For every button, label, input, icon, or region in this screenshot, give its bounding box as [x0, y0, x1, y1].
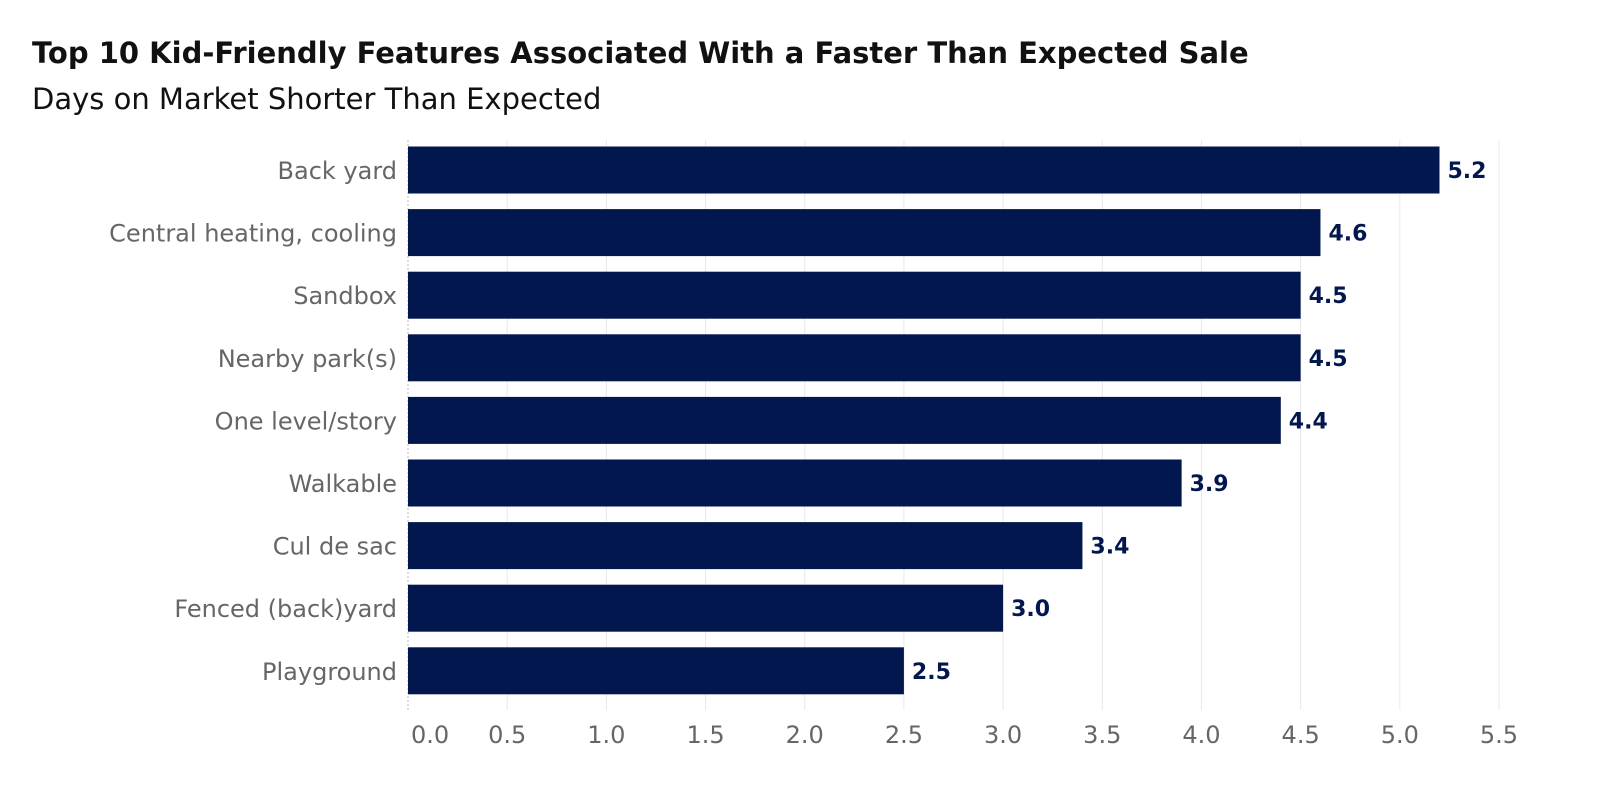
category-label: Playground	[262, 658, 397, 686]
x-tick-label: 3.5	[1083, 721, 1121, 749]
x-tick-label: 5.0	[1381, 721, 1419, 749]
x-tick-label: 0.5	[488, 721, 526, 749]
bar	[408, 271, 1301, 319]
data-label: 4.5	[1309, 284, 1348, 309]
x-tick-label: 0.0	[411, 721, 449, 749]
x-tick-label: 2.5	[885, 721, 923, 749]
category-label: One level/story	[215, 407, 397, 435]
data-label: 3.4	[1090, 535, 1129, 560]
category-label: Sandbox	[293, 282, 397, 310]
x-tick-label: 1.0	[587, 721, 625, 749]
x-tick-label: 5.5	[1480, 721, 1518, 749]
category-label: Fenced (back)yard	[174, 595, 397, 623]
chart-title: Top 10 Kid-Friendly Features Associated …	[32, 36, 1249, 70]
x-tick-label: 3.0	[984, 721, 1022, 749]
data-label: 5.2	[1447, 159, 1486, 184]
category-label: Back yard	[278, 157, 397, 185]
chart-subtitle: Days on Market Shorter Than Expected	[32, 82, 602, 116]
x-tick-label: 2.0	[786, 721, 824, 749]
data-label: 2.5	[912, 660, 951, 685]
data-label: 3.9	[1190, 472, 1229, 497]
data-label: 3.0	[1011, 597, 1050, 622]
x-tick-label: 4.0	[1182, 721, 1220, 749]
bar	[408, 459, 1182, 507]
x-axis-ticks: 0.0 0.5 1.0 1.5 2.0 2.5 3.0 3.5 4.0 4.5 5.0 5.5	[411, 721, 1518, 749]
bar	[408, 584, 1004, 632]
bar	[408, 334, 1301, 382]
bar	[408, 396, 1281, 444]
category-label: Nearby park(s)	[218, 345, 397, 373]
bar	[408, 647, 904, 695]
bars	[408, 146, 1440, 695]
data-label: 4.5	[1309, 347, 1348, 372]
x-tick-label: 1.5	[686, 721, 724, 749]
value-labels: 5.2 4.6 4.5 4.5 4.4 3.9 3.4 3.0 2.5	[912, 159, 1487, 685]
data-label: 4.6	[1328, 222, 1367, 247]
x-tick-label: 4.5	[1282, 721, 1320, 749]
category-labels: Back yard Central heating, cooling Sandbox…	[109, 157, 397, 686]
bar	[408, 146, 1440, 194]
category-label: Central heating, cooling	[109, 220, 397, 248]
category-label: Cul de sac	[273, 533, 397, 561]
bar	[408, 209, 1321, 257]
bar	[408, 522, 1083, 570]
category-label: Walkable	[289, 470, 397, 498]
data-label: 4.4	[1289, 409, 1328, 434]
